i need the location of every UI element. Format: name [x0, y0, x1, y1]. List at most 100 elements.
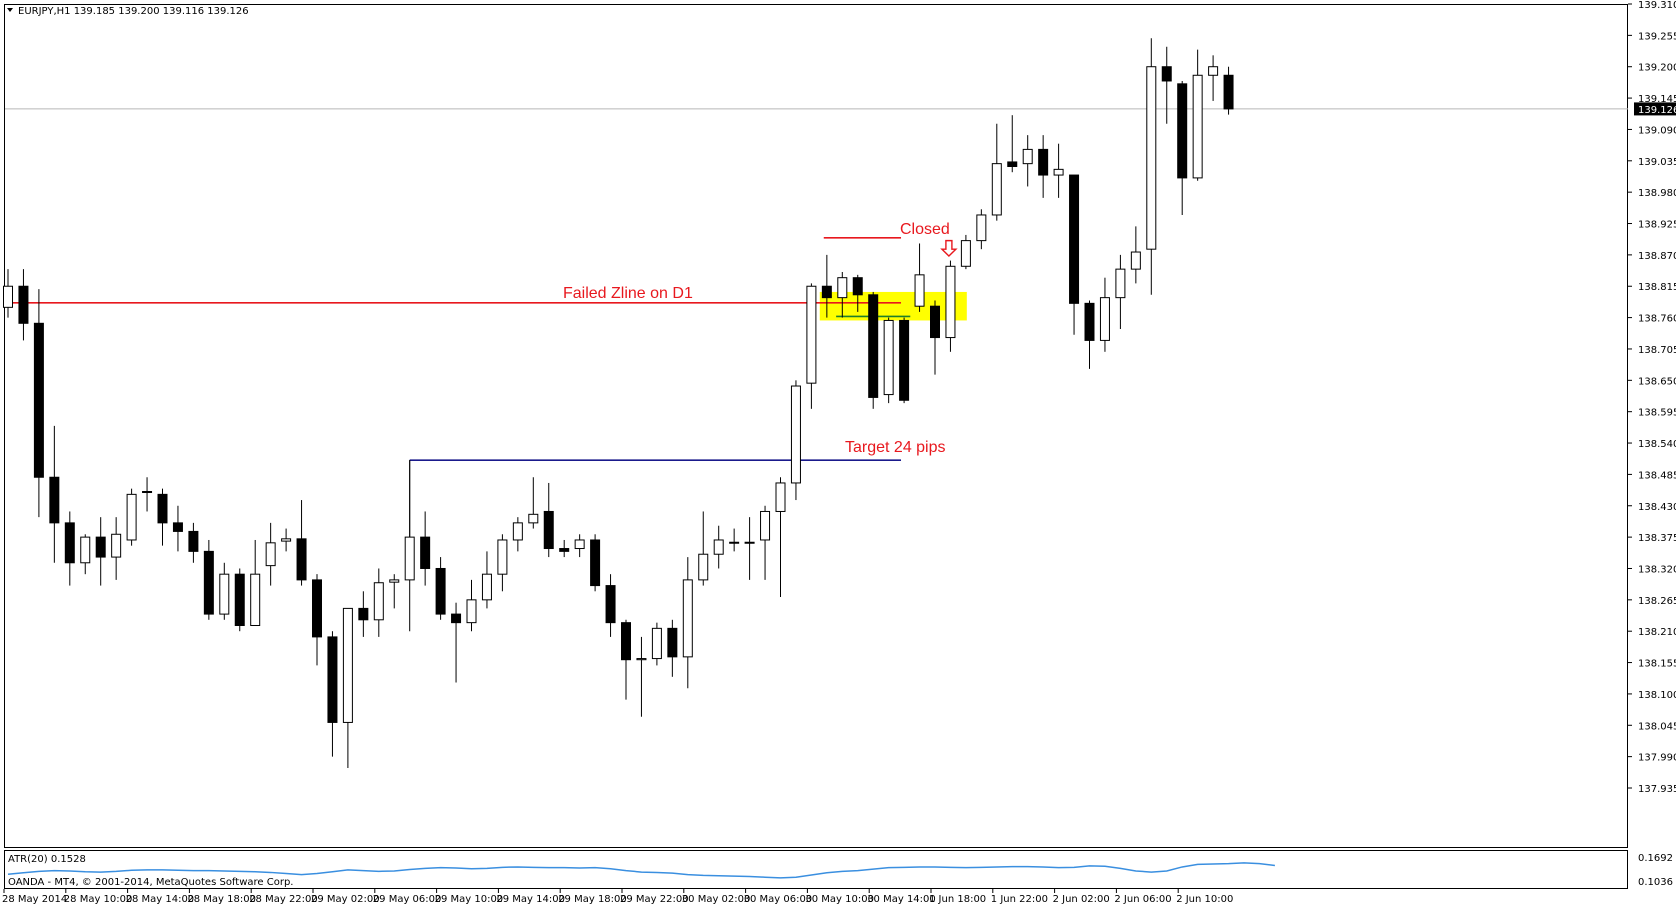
- candle: [1099, 277, 1110, 352]
- candle-body: [157, 493, 168, 524]
- candle-body: [1161, 66, 1172, 82]
- candle: [1177, 80, 1188, 215]
- candle: [126, 488, 137, 546]
- candle-body: [49, 476, 60, 524]
- candle-body: [172, 522, 183, 532]
- down-arrow-icon: [940, 239, 958, 257]
- candle-body: [18, 285, 29, 324]
- price-tick-label: 139.310: [1638, 0, 1676, 11]
- candle: [451, 602, 462, 683]
- candles-layer: [3, 38, 1234, 769]
- dropdown-triangle-icon[interactable]: [7, 8, 13, 12]
- candle-body: [3, 285, 13, 308]
- candle-body: [775, 482, 786, 512]
- candle: [172, 505, 183, 552]
- candle: [667, 619, 678, 677]
- candle-body: [605, 585, 616, 624]
- main-plot-frame: [4, 4, 1628, 848]
- candle-body: [682, 579, 693, 658]
- candle-body: [1084, 302, 1095, 341]
- annotation-text-layer: Failed Zline on D1 Target 24 pips Closed: [563, 221, 958, 456]
- price-tick-label: 138.540: [1638, 439, 1676, 450]
- time-tick-label: 28 May 2014: [2, 894, 67, 905]
- candle-body: [868, 294, 879, 398]
- candle-body: [1146, 66, 1157, 250]
- price-tick-label: 138.760: [1638, 314, 1676, 325]
- candle: [960, 234, 971, 270]
- candle-body: [1192, 74, 1203, 179]
- candle-body: [111, 533, 122, 558]
- candle-body: [435, 567, 446, 615]
- candle: [729, 528, 740, 552]
- candle: [991, 123, 1002, 221]
- time-tick-label: 28 May 10:00: [64, 894, 133, 905]
- time-tick-label: 28 May 18:00: [187, 894, 256, 905]
- candle-body: [760, 510, 771, 541]
- atr-label: ATR(20) 0.1528: [8, 854, 86, 865]
- candle-body: [497, 539, 508, 575]
- candle: [760, 505, 771, 580]
- candle-body: [636, 658, 647, 661]
- zline-annotation: Failed Zline on D1: [563, 285, 693, 302]
- atr-line: [7, 862, 1275, 879]
- candle: [1115, 254, 1126, 330]
- candle: [1053, 143, 1064, 198]
- copyright-label: OANDA - MT4, © 2001-2014, MetaQuotes Sof…: [8, 877, 293, 888]
- candle-body: [976, 214, 987, 242]
- candle: [1007, 115, 1018, 173]
- candle-body: [574, 539, 585, 550]
- time-tick-label: 30 May 14:00: [867, 894, 936, 905]
- candle-body: [559, 548, 570, 552]
- atr-indicator: [7, 862, 1275, 879]
- candle-body: [543, 510, 554, 550]
- price-tick-label: 138.210: [1638, 627, 1676, 638]
- candle: [1022, 135, 1033, 187]
- time-tick-label: 29 May 22:00: [620, 894, 689, 905]
- candle: [481, 551, 492, 609]
- candle-body: [837, 277, 848, 299]
- candle: [1038, 135, 1049, 198]
- candle-body: [203, 550, 214, 615]
- candle: [312, 574, 322, 666]
- candle-body: [945, 265, 956, 339]
- candle-body: [1208, 66, 1219, 76]
- candle-body: [281, 538, 292, 542]
- price-tick-label: 138.705: [1638, 345, 1676, 356]
- candle-body: [64, 522, 75, 564]
- candle: [806, 283, 817, 409]
- atr-tick-high: 0.1692: [1638, 853, 1673, 864]
- price-tick-label: 138.045: [1638, 721, 1676, 732]
- candle-body: [1022, 148, 1033, 165]
- candle-body: [590, 539, 601, 587]
- candle: [1161, 46, 1172, 124]
- candle-body: [512, 522, 523, 541]
- candle: [775, 477, 786, 597]
- closed-annotation: Closed: [900, 221, 950, 238]
- candle: [590, 534, 601, 592]
- candle-body: [126, 493, 137, 541]
- candle: [945, 260, 956, 352]
- candle: [327, 631, 338, 757]
- candle: [1084, 300, 1095, 369]
- candle-body: [899, 319, 910, 401]
- candle-body: [296, 538, 307, 581]
- candle: [744, 517, 755, 580]
- candle-body: [1099, 297, 1110, 341]
- candle: [373, 568, 384, 637]
- candle-body: [404, 536, 415, 581]
- price-tick-label: 138.870: [1638, 251, 1676, 262]
- candle-body: [358, 607, 369, 621]
- candle-body: [1069, 174, 1080, 304]
- candle-body: [960, 240, 971, 267]
- current-price-marker: [1634, 102, 1676, 116]
- candle: [698, 511, 709, 586]
- price-tick-label: 139.200: [1638, 63, 1676, 74]
- atr-tick-low: 0.1036: [1638, 877, 1673, 888]
- candle: [281, 528, 292, 552]
- candle: [899, 317, 910, 404]
- candle: [1223, 66, 1234, 115]
- candle-body: [852, 277, 863, 296]
